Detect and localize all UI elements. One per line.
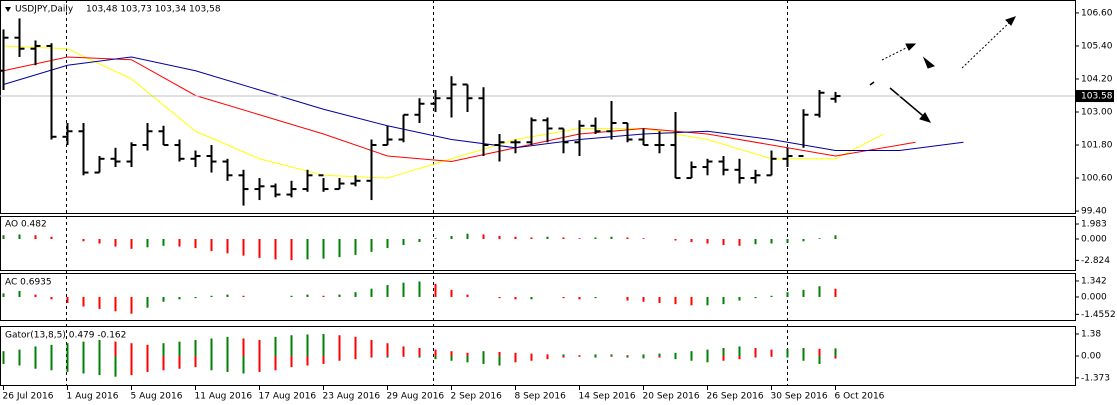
ao-title: AO 0.482 <box>5 220 47 230</box>
trend-arrows <box>869 16 1016 123</box>
alligator-line <box>3 45 884 179</box>
x-tick-label: 23 Aug 2016 <box>323 392 381 402</box>
x-tick-label: 30 Sep 2016 <box>771 392 828 402</box>
y-tick-label: 0.00 <box>1081 351 1101 361</box>
y-tick-label: 106.60 <box>1081 8 1113 18</box>
y-tick-label: -2.824 <box>1081 256 1110 266</box>
x-tick-label: 20 Sep 2016 <box>643 392 700 402</box>
y-tick-label: 1.342 <box>1081 276 1107 286</box>
y-tick-label: -1.373 <box>1081 373 1110 383</box>
y-tick-label: -1.4552 <box>1081 310 1116 320</box>
ac-title: AC 0.6935 <box>5 278 52 288</box>
y-tick-label: 101.80 <box>1081 141 1113 151</box>
x-tick-label: 17 Aug 2016 <box>259 392 317 402</box>
price-badge <box>1076 90 1114 103</box>
price-badge-label: 103.58 <box>1081 92 1113 102</box>
y-tick-label: 100.60 <box>1081 174 1113 184</box>
y-tick-label: 99.40 <box>1081 207 1107 217</box>
y-tick-label: 1.38 <box>1081 329 1101 339</box>
x-tick-label: 29 Aug 2016 <box>387 392 445 402</box>
gator-title: Gator(13,8,5) 0.479 -0.162 <box>5 331 126 341</box>
x-tick-label: 14 Sep 2016 <box>579 392 636 402</box>
gator-panel <box>0 326 1076 386</box>
ac-panel <box>0 273 1076 321</box>
y-tick-label: 105.40 <box>1081 41 1113 51</box>
ao-panel <box>0 216 1076 271</box>
y-tick-label: 1.983 <box>1081 219 1107 229</box>
x-tick-label: 2 Sep 2016 <box>451 392 503 402</box>
period-separators <box>66 0 788 386</box>
quote: 103,48 103,73 103,34 103,58 <box>86 5 221 15</box>
x-tick-label: 26 Sep 2016 <box>707 392 764 402</box>
y-tick-label: 103.00 <box>1081 108 1113 118</box>
x-tick-label: 26 Jul 2016 <box>3 392 54 402</box>
x-tick-label: 5 Aug 2016 <box>131 392 183 402</box>
x-tick-label: 1 Aug 2016 <box>67 392 119 402</box>
x-tick-label: 6 Oct 2016 <box>835 392 885 402</box>
y-tick-label: 0.000 <box>1081 234 1107 244</box>
y-tick-label: 0.000 <box>1081 292 1107 302</box>
menu-triangle <box>5 7 11 12</box>
main-panel <box>0 0 1076 214</box>
y-tick-label: 104.20 <box>1081 74 1113 84</box>
x-tick-label: 8 Sep 2016 <box>515 392 567 402</box>
x-tick-label: 11 Aug 2016 <box>195 392 253 402</box>
symbol: USDJPY,Daily <box>15 5 74 15</box>
alligator-line <box>3 56 916 163</box>
